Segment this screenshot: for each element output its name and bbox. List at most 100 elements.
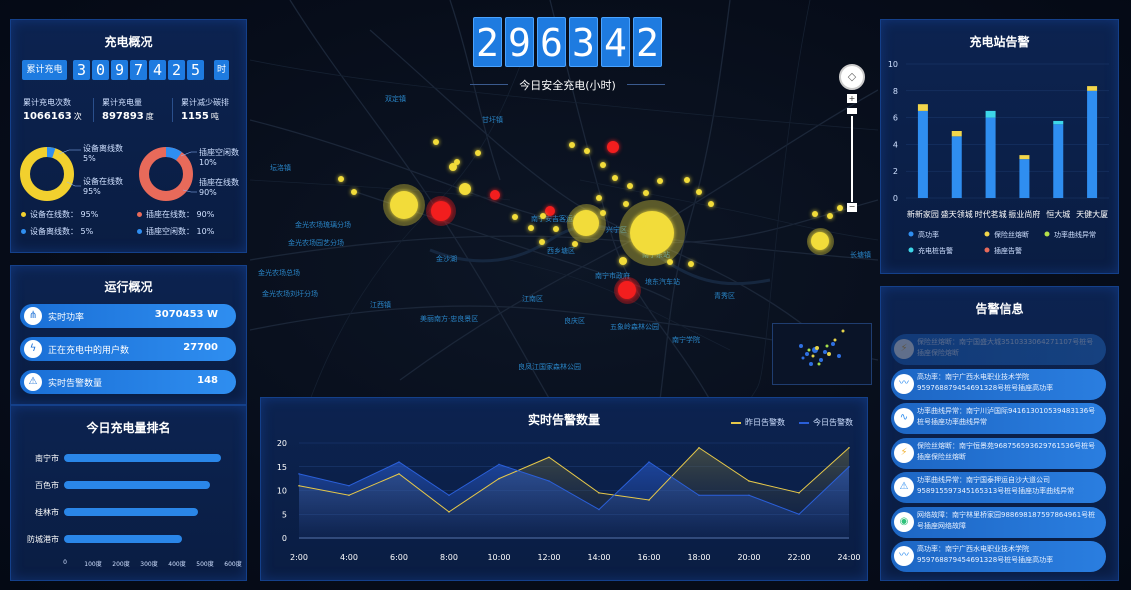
map-station-marker[interactable] [684, 177, 690, 183]
bar-segment[interactable] [1087, 90, 1098, 198]
map-station-marker[interactable] [459, 183, 471, 195]
map-station-marker[interactable] [619, 257, 627, 265]
map-station-marker[interactable] [569, 142, 575, 148]
map-station-marker[interactable] [607, 141, 619, 153]
map-station-marker[interactable] [490, 190, 500, 200]
bar-segment[interactable] [1087, 86, 1098, 91]
map-place-label: 兴宁区 [606, 226, 627, 234]
series-point[interactable] [798, 492, 800, 494]
series-line[interactable] [298, 447, 850, 513]
map-station-marker[interactable] [811, 232, 829, 250]
map-station-marker[interactable] [540, 213, 546, 219]
series-point[interactable] [848, 465, 850, 468]
map-station-marker[interactable] [612, 175, 618, 181]
series-point[interactable] [748, 480, 750, 482]
map-station-marker[interactable] [539, 239, 545, 245]
map-station-marker[interactable] [667, 259, 673, 265]
map-station-marker[interactable] [827, 213, 833, 219]
realtime-power-item[interactable]: ⋔ 实时功率 3070453 W [20, 304, 236, 328]
alert-item[interactable]: 〰高功率：南宁广西水电职业技术学院959768879454691328号桩号插座… [891, 541, 1106, 572]
map-compass-control[interactable]: ◇ [839, 64, 865, 90]
map-station-marker[interactable] [454, 159, 460, 165]
charging-users-item[interactable]: ϟ 正在充电中的用户数 27700 [20, 337, 236, 361]
map-station-marker[interactable] [338, 176, 344, 182]
map-station-marker[interactable] [433, 139, 439, 145]
alert-item[interactable]: ◉ 网络故障：南宁林里桥家园988698187597864961号桩号插座网络故障 [891, 506, 1106, 538]
alert-item[interactable]: ∿ 功率曲线异常：南宁川泸国际941613010539483136号桩号插座功率曲… [891, 403, 1106, 434]
map-station-marker[interactable] [636, 218, 642, 224]
series-point[interactable] [298, 484, 300, 487]
map-station-marker[interactable] [572, 241, 578, 247]
series-point[interactable] [448, 511, 450, 513]
series-point[interactable] [848, 446, 850, 449]
map-station-marker[interactable] [623, 201, 629, 207]
bar-segment[interactable] [917, 104, 928, 111]
map-station-marker[interactable] [390, 191, 418, 219]
map-station-marker[interactable] [708, 201, 714, 207]
alert-item[interactable]: 〰高功率：南宁广西水电职业技术学院959768879454691328号桩号插座… [891, 368, 1106, 400]
map-station-marker[interactable] [618, 281, 636, 299]
map-station-marker[interactable] [431, 201, 451, 221]
city-map[interactable]: 双定镇 甘圩镇 坛洛镇 金光农场琉璃分场 金光农场园艺分场 金沙湖 南宁安吉客运站 兴宁区 西乡… [250, 0, 878, 400]
map-station-marker[interactable] [528, 225, 534, 231]
series-point[interactable] [548, 480, 550, 482]
series-point[interactable] [398, 461, 400, 463]
bar-segment[interactable] [917, 110, 928, 198]
bar-segment[interactable] [1019, 155, 1030, 160]
zoom-in-button[interactable]: + [847, 94, 857, 103]
series-point[interactable] [798, 513, 800, 516]
mini-map[interactable] [772, 323, 872, 385]
series-point[interactable] [298, 473, 300, 475]
map-station-marker[interactable] [600, 210, 606, 216]
bar-segment[interactable] [1053, 120, 1064, 125]
map-station-marker[interactable] [600, 162, 606, 168]
bar-segment[interactable] [985, 117, 996, 198]
map-station-marker[interactable] [627, 183, 633, 189]
bar-segment[interactable] [1053, 124, 1064, 198]
map-station-marker[interactable] [812, 211, 818, 217]
series-point[interactable] [348, 484, 350, 487]
series-point[interactable] [648, 499, 650, 501]
map-place-label: 双定镇 [385, 95, 406, 103]
bar-segment[interactable] [951, 131, 962, 137]
map-station-marker[interactable] [553, 226, 559, 232]
zoom-handle[interactable] [847, 108, 857, 114]
map-station-marker[interactable] [584, 148, 590, 154]
series-point[interactable] [448, 494, 450, 497]
alert-item[interactable]: ⚠ 功率曲线异常：南宁国泰押运自沙大道公司958915597345165313号桩… [891, 472, 1106, 503]
series-line[interactable] [298, 461, 850, 515]
series-point[interactable] [348, 494, 350, 497]
alert-item[interactable]: ⚡ 保险丝熔断：南宁国盛大城3510333064271107号桩号插座保险熔断 [891, 334, 1106, 365]
series-point[interactable] [598, 508, 600, 511]
bar-segment[interactable] [1019, 159, 1030, 198]
series-point[interactable] [498, 463, 500, 466]
map-station-marker[interactable] [657, 178, 663, 184]
series-point[interactable] [598, 492, 600, 494]
map-station-marker[interactable] [545, 206, 555, 216]
bar-segment[interactable] [985, 110, 996, 118]
map-station-marker[interactable] [688, 261, 694, 267]
map-station-marker[interactable] [696, 189, 702, 195]
map-station-marker[interactable] [596, 195, 602, 201]
map-station-marker[interactable] [573, 210, 599, 236]
series-point[interactable] [648, 461, 650, 463]
map-station-marker[interactable] [643, 190, 649, 196]
zoom-out-button[interactable]: − [847, 202, 857, 212]
map-station-marker[interactable] [837, 205, 843, 211]
series-point[interactable] [698, 446, 700, 449]
series-point[interactable] [398, 473, 400, 475]
map-station-marker[interactable] [449, 163, 457, 171]
label-rule-right [627, 84, 665, 85]
realtime-alarm-item[interactable]: ⚠ 实时告警数量 148 [20, 370, 236, 394]
map-station-marker[interactable] [512, 214, 518, 220]
zoom-slider[interactable]: + − [847, 94, 857, 212]
series-point[interactable] [748, 494, 750, 497]
alert-item[interactable]: ⚡ 保险丝熔断：南宁恒景苑968756593629761536号桩号插座保险丝熔断 [891, 437, 1106, 469]
socket-idle-legend: 插座空闲数 10% [199, 148, 239, 167]
bar-segment[interactable] [951, 136, 962, 198]
series-point[interactable] [498, 477, 500, 480]
series-point[interactable] [548, 456, 550, 459]
map-station-marker[interactable] [475, 150, 481, 156]
series-point[interactable] [698, 494, 700, 497]
map-station-marker[interactable] [351, 189, 357, 195]
